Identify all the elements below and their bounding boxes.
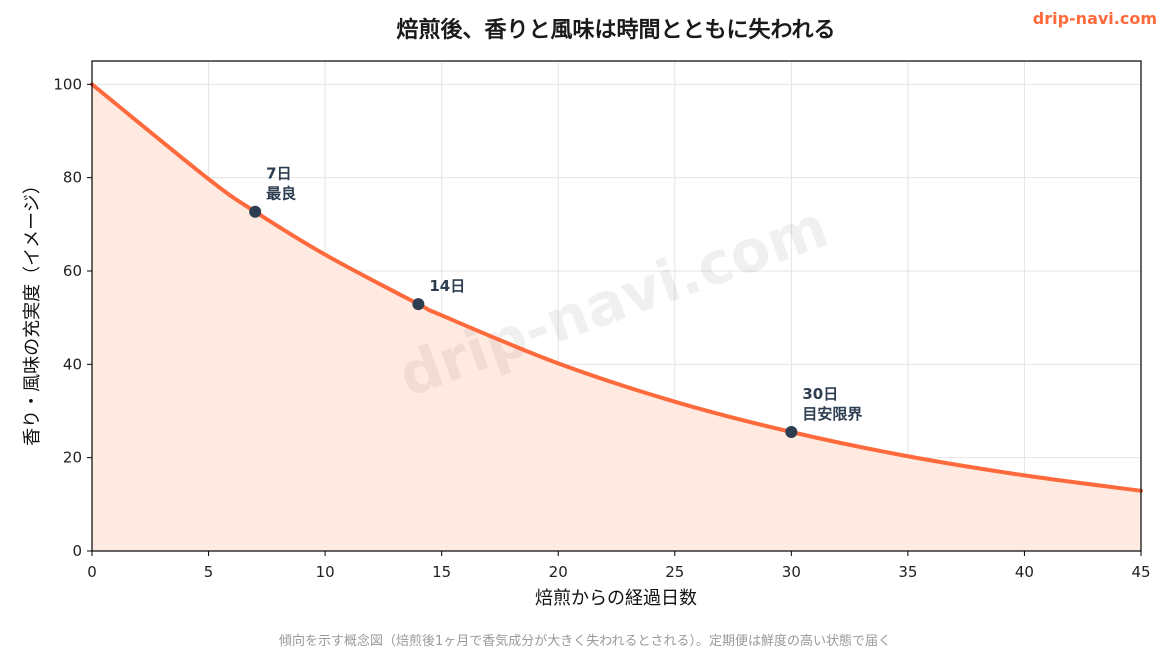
annotation-point [249, 205, 262, 218]
y-tick-label: 40 [63, 355, 82, 373]
y-tick-label: 60 [63, 262, 82, 280]
area-fill [92, 84, 1141, 551]
x-tick-label: 30 [782, 563, 801, 581]
y-tick-label: 20 [63, 449, 82, 467]
caption-note: 傾向を示す概念図（焙煎後1ヶ月で香気成分が大きく失われるとされる）。定期便は鮮度… [279, 633, 891, 649]
annotation-point [785, 426, 798, 438]
annotation-label: 目安限界 [802, 405, 862, 423]
x-tick-label: 10 [316, 563, 335, 581]
plot-frame [91, 60, 1142, 552]
y-tick-label: 0 [72, 542, 82, 560]
x-axis-ticks: 0 5 10 15 20 25 30 35 40 45 [87, 551, 1151, 581]
x-tick-label: 40 [1015, 563, 1034, 581]
y-tick-label: 100 [53, 75, 82, 93]
x-tick-label: 35 [898, 563, 917, 581]
x-tick-label: 5 [204, 563, 214, 581]
x-axis-label: 焙煎からの経過日数 [535, 588, 697, 609]
y-axis-label: 香り・風味の充実度（イメージ） [22, 176, 43, 446]
x-tick-label: 15 [432, 563, 451, 581]
x-tick-label: 45 [1131, 563, 1150, 581]
x-tick-label: 25 [665, 563, 684, 581]
annotation-label: 最良 [266, 185, 296, 203]
y-axis-ticks: 0 20 40 60 80 100 [53, 75, 92, 560]
annotation-label: 30日 [802, 385, 838, 403]
annotation-label: 14日 [429, 277, 465, 295]
y-tick-label: 80 [63, 169, 82, 187]
brand-logo-text: drip-navi.com [1033, 9, 1157, 28]
x-tick-label: 0 [87, 563, 97, 581]
x-tick-label: 20 [549, 563, 568, 581]
watermark-text: drip-navi.com [390, 192, 837, 410]
annotation-point [412, 298, 425, 311]
annotation-points [249, 205, 798, 438]
annotation-label: 7日 [266, 165, 291, 183]
chart-title: 焙煎後、香りと風味は時間とともに失われる [397, 17, 836, 43]
